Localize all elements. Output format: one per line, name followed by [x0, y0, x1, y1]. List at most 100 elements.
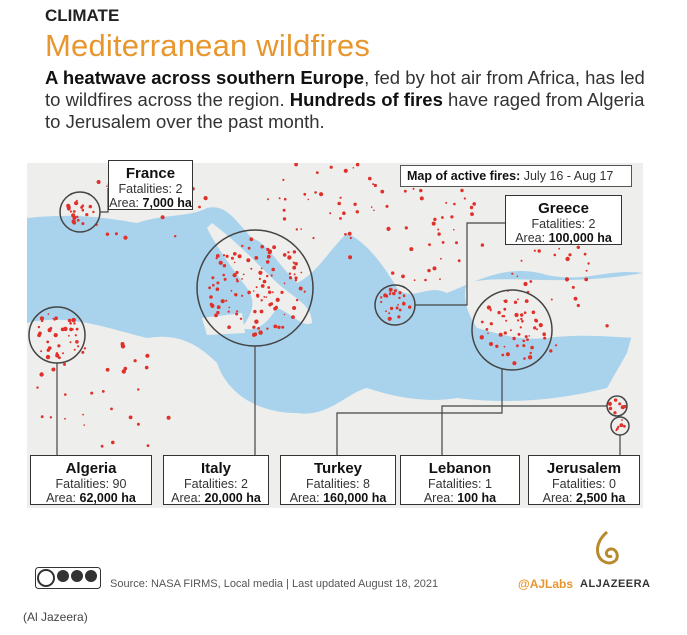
- fire-dot: [441, 241, 445, 244]
- fire-dot: [498, 332, 503, 337]
- fatalities-label: Fatalities:: [306, 477, 360, 491]
- fire-dot: [252, 290, 255, 292]
- fire-dot: [385, 294, 389, 298]
- fire-dot: [268, 249, 272, 254]
- fire-dot: [485, 328, 489, 331]
- fire-dot: [397, 315, 401, 319]
- fire-dot: [256, 293, 260, 297]
- fatalities-value: 0: [609, 477, 616, 491]
- fire-dot: [234, 293, 238, 297]
- fire-dot: [212, 283, 215, 287]
- fire-dot: [241, 244, 244, 248]
- fire-dot: [53, 318, 56, 321]
- fire-dot: [52, 317, 54, 320]
- fire-dot: [576, 303, 580, 308]
- fire-dot: [282, 217, 287, 221]
- area-label: Area:: [515, 231, 546, 245]
- title: Mediterranean wildfires: [45, 28, 371, 63]
- fire-dot: [260, 244, 264, 249]
- area-line: Area: 2,500 ha: [529, 491, 639, 505]
- fire-dot: [266, 274, 269, 278]
- fire-dot: [273, 324, 278, 329]
- fire-dot: [268, 290, 272, 294]
- fire-dot: [573, 296, 578, 301]
- fire-dot: [83, 424, 85, 426]
- fire-dot: [558, 247, 561, 250]
- intro: A heatwave across southern Europe, fed b…: [45, 67, 655, 133]
- fire-dot: [69, 327, 73, 332]
- fire-dot: [267, 286, 271, 289]
- fire-dot: [380, 300, 383, 304]
- fire-dot: [587, 262, 590, 265]
- fire-dot: [45, 354, 51, 360]
- fatalities-value: 2: [241, 477, 248, 491]
- fire-dot: [37, 333, 41, 338]
- area-line: Area: 100 ha: [401, 491, 519, 505]
- area-value: 62,000 ha: [79, 491, 136, 505]
- fire-dot: [623, 404, 627, 409]
- license-badge: [35, 567, 101, 589]
- fire-dot: [294, 276, 298, 280]
- area-line: Area: 160,000 ha: [281, 491, 395, 505]
- fire-dot: [241, 278, 243, 280]
- fire-dot: [505, 319, 508, 322]
- fire-dot: [419, 196, 424, 201]
- fire-dot: [403, 189, 407, 193]
- fatalities-line: Fatalities: 90: [31, 477, 151, 491]
- fire-dot: [397, 304, 399, 306]
- fire-dot: [408, 305, 412, 309]
- fire-dot: [437, 232, 441, 236]
- land-italy: [207, 223, 312, 330]
- fire-dot: [283, 313, 286, 316]
- fire-dot: [71, 213, 76, 218]
- fire-dot: [526, 338, 529, 341]
- area-label: Area:: [542, 491, 573, 505]
- fire-dot: [605, 324, 609, 328]
- fire-dot: [260, 284, 265, 288]
- source: Source: NASA FIRMS, Local media | Last u…: [110, 578, 439, 590]
- fire-dot: [543, 336, 547, 340]
- area-line: Area: 100,000 ha: [506, 231, 621, 245]
- fire-dot: [73, 348, 76, 351]
- fire-dot: [225, 254, 229, 258]
- fire-dot: [521, 320, 524, 323]
- fire-dot: [380, 189, 385, 194]
- fire-dot: [385, 204, 389, 208]
- fire-dot: [432, 266, 437, 271]
- fire-dot: [618, 402, 622, 406]
- fire-dot: [585, 269, 588, 272]
- fire-dot: [389, 306, 394, 311]
- fire-dot: [71, 328, 74, 331]
- fire-dot: [531, 310, 536, 315]
- fire-dot: [523, 281, 528, 287]
- fire-dot: [272, 245, 276, 250]
- fire-dot: [368, 176, 372, 181]
- fire-dot: [501, 315, 504, 318]
- fire-dot: [487, 332, 489, 335]
- fire-dot: [216, 281, 220, 285]
- fire-dot: [111, 440, 115, 445]
- fire-dot: [75, 327, 79, 331]
- fatalities-line: Fatalities: 0: [529, 477, 639, 491]
- fire-dot: [40, 350, 43, 353]
- fire-dot: [220, 299, 225, 304]
- fire-dot: [254, 319, 259, 324]
- fire-dot: [441, 216, 444, 219]
- fire-dot: [235, 278, 238, 281]
- fire-dot: [513, 300, 518, 304]
- intro-segment: , fed by hot air from Africa, has led to…: [45, 67, 645, 110]
- fire-dot: [343, 168, 348, 173]
- fire-dot: [398, 291, 402, 295]
- fire-dot: [73, 322, 76, 325]
- fire-dot: [133, 359, 137, 363]
- callout: Jerusalem Fatalities: 0 Area: 2,500 ha: [528, 455, 640, 505]
- fire-dot: [528, 335, 530, 337]
- fire-dot: [242, 273, 245, 276]
- fire-dot: [81, 222, 85, 226]
- fire-dot: [69, 322, 72, 325]
- fire-dot: [57, 344, 61, 348]
- fire-dot: [203, 196, 208, 201]
- fire-dot: [225, 299, 228, 302]
- fire-dot: [529, 280, 533, 283]
- fire-dot: [294, 279, 298, 282]
